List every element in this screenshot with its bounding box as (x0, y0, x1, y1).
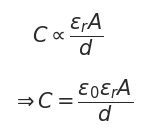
Text: $\Rightarrow C = \dfrac{\varepsilon_0 \varepsilon_r A}{d}$: $\Rightarrow C = \dfrac{\varepsilon_0 \v… (12, 78, 133, 124)
Text: $C \propto \dfrac{\varepsilon_r A}{d}$: $C \propto \dfrac{\varepsilon_r A}{d}$ (32, 12, 104, 58)
